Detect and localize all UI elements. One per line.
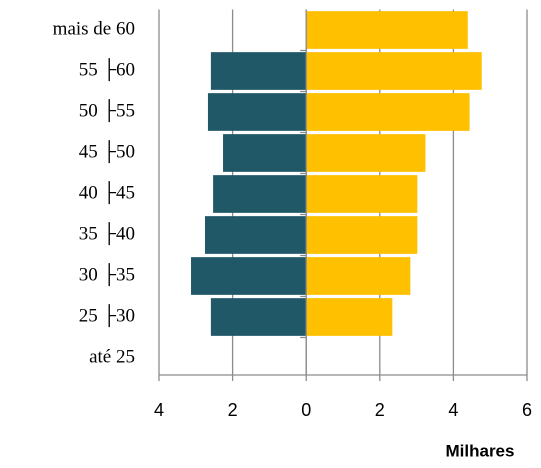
x-tick-label: 4 — [154, 400, 164, 420]
y-tick-label: 55 ├60 — [79, 57, 135, 81]
y-tick-label: 30 ├35 — [79, 262, 135, 286]
bar — [306, 298, 393, 336]
bar — [306, 257, 411, 295]
bar — [207, 93, 307, 131]
bar — [210, 52, 307, 90]
x-tick-label: 2 — [375, 400, 385, 420]
bar — [306, 216, 418, 254]
bar — [306, 11, 468, 49]
x-tick-label: 6 — [522, 400, 532, 420]
bar — [306, 93, 470, 131]
y-tick-label: 25 ├30 — [79, 303, 135, 327]
y-tick-label: 35 ├40 — [79, 221, 135, 245]
y-tick-label: até 25 — [89, 346, 135, 367]
x-axis-label: Milhares — [446, 441, 515, 460]
x-tick-label: 2 — [228, 400, 238, 420]
x-tick-label: 0 — [301, 400, 311, 420]
bar — [213, 175, 307, 213]
bar — [191, 257, 307, 295]
y-tick-label: mais de 60 — [53, 18, 135, 39]
bar — [306, 134, 426, 172]
bar — [306, 52, 482, 90]
y-tick-label: 50 ├55 — [79, 98, 135, 122]
bar — [306, 175, 418, 213]
bar — [210, 298, 307, 336]
y-tick-label: 45 ├50 — [79, 139, 135, 163]
y-tick-label: 40 ├45 — [79, 180, 135, 204]
bar — [223, 134, 307, 172]
bar — [205, 216, 307, 254]
x-tick-label: 4 — [448, 400, 458, 420]
